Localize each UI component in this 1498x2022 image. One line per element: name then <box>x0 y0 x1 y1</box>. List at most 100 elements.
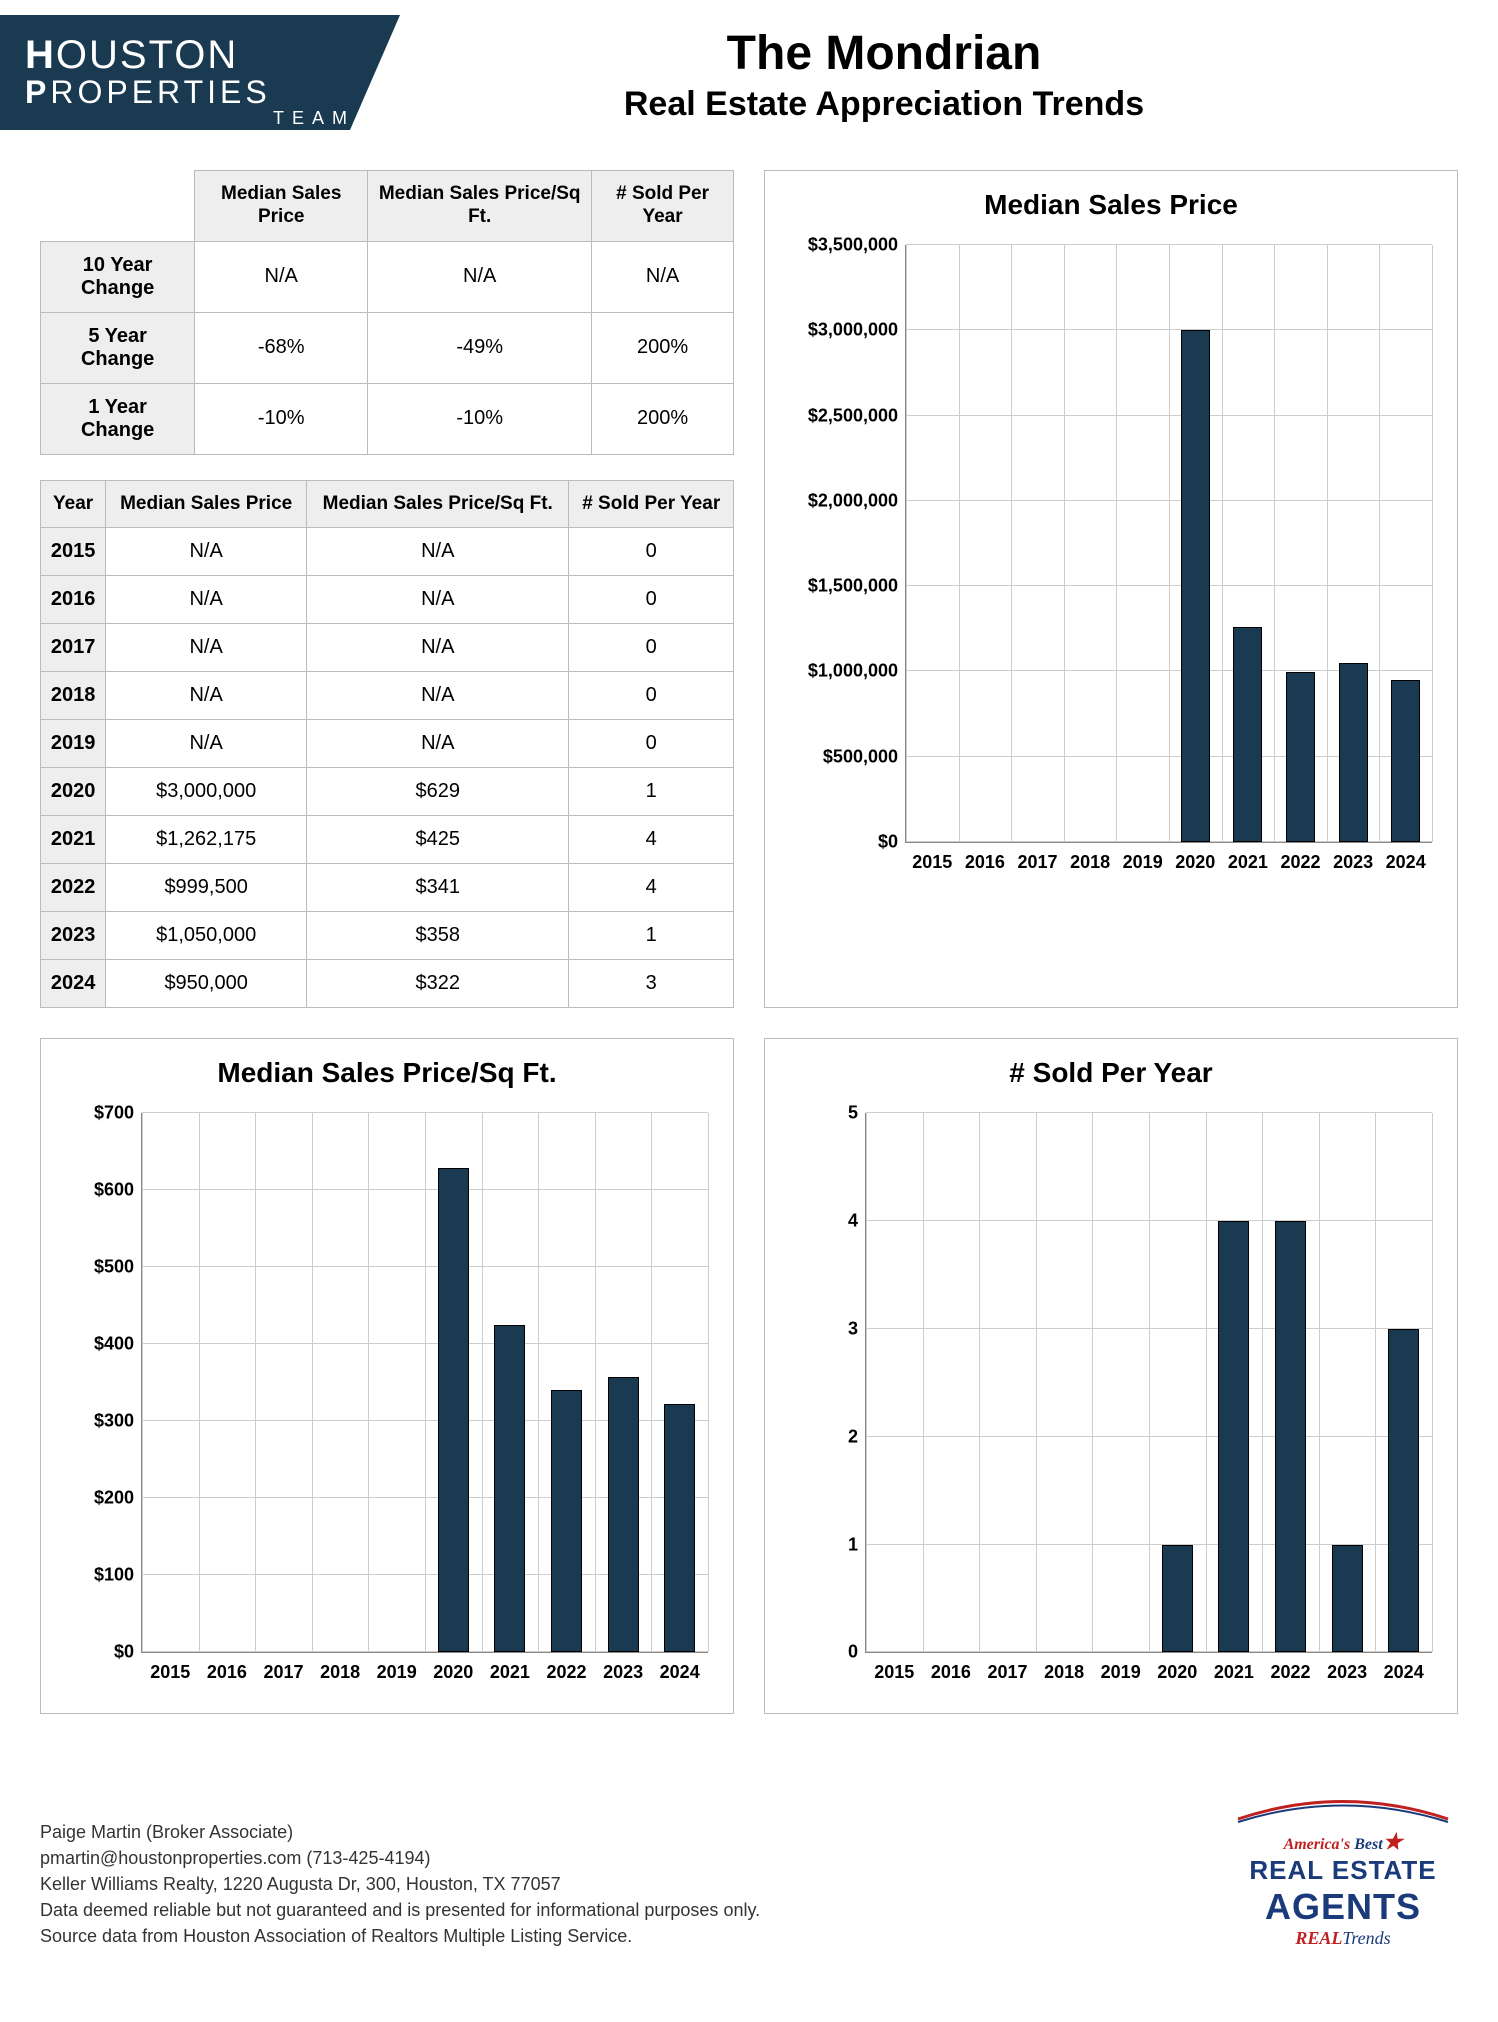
table-cell: 0 <box>569 624 734 672</box>
table-cell: N/A <box>307 576 569 624</box>
table-row: 2017N/AN/A0 <box>41 624 734 672</box>
footer-line: Data deemed reliable but not guaranteed … <box>40 1897 760 1923</box>
footer-text: Paige Martin (Broker Associate)pmartin@h… <box>40 1819 760 1949</box>
y-axis-label: 3 <box>848 1319 866 1340</box>
x-axis-label: 2018 <box>320 1652 360 1683</box>
x-axis-label: 2015 <box>874 1652 914 1683</box>
chart-bar <box>1286 672 1315 842</box>
x-axis-label: 2017 <box>1017 842 1057 873</box>
y-axis-label: 5 <box>848 1103 866 1124</box>
detail-table: YearMedian Sales PriceMedian Sales Price… <box>40 480 734 1009</box>
table-cell: $425 <box>307 816 569 864</box>
summary-table: Median Sales PriceMedian Sales Price/Sq … <box>40 170 734 455</box>
x-axis-label: 2016 <box>965 842 1005 873</box>
y-axis-label: 2 <box>848 1426 866 1447</box>
table-cell: N/A <box>106 624 307 672</box>
x-axis-label: 2023 <box>603 1652 643 1683</box>
table-cell: N/A <box>106 672 307 720</box>
x-axis-label: 2016 <box>207 1652 247 1683</box>
row-label: 2016 <box>41 576 106 624</box>
table-cell: $341 <box>307 864 569 912</box>
table-cell: $950,000 <box>106 960 307 1008</box>
row-label: 2017 <box>41 624 106 672</box>
x-axis-label: 2021 <box>490 1652 530 1683</box>
table-row: 5 Year Change-68%-49%200% <box>41 312 734 383</box>
x-axis-label: 2019 <box>1123 842 1163 873</box>
x-axis-label: 2018 <box>1070 842 1110 873</box>
x-axis-label: 2018 <box>1044 1652 1084 1683</box>
y-axis-label: $2,500,000 <box>808 405 906 426</box>
y-axis-label: $3,000,000 <box>808 320 906 341</box>
chart-bar <box>1339 663 1368 842</box>
table-header: Year <box>41 480 106 528</box>
logo-team: TEAM <box>273 108 355 129</box>
logo-roperties: ROPERTIES <box>50 74 270 110</box>
table-cell: $1,050,000 <box>106 912 307 960</box>
logo: HOUSTON PROPERTIES TEAM <box>0 15 370 135</box>
table-cell: N/A <box>307 624 569 672</box>
y-axis-label: $400 <box>94 1334 142 1355</box>
table-header: Median Sales Price/Sq Ft. <box>368 171 592 242</box>
y-axis-label: $700 <box>94 1103 142 1124</box>
footer-line: pmartin@houstonproperties.com (713-425-4… <box>40 1845 760 1871</box>
chart-sold-per-year: # Sold Per Year 012345201520162017201820… <box>764 1038 1458 1714</box>
chart-title: Median Sales Price <box>775 189 1447 221</box>
chart-bar <box>1388 1329 1419 1652</box>
x-axis-label: 2016 <box>931 1652 971 1683</box>
badge-realestate: REAL ESTATE <box>1228 1855 1458 1886</box>
table-cell: 4 <box>569 816 734 864</box>
y-axis-label: $200 <box>94 1488 142 1509</box>
header: HOUSTON PROPERTIES TEAM The Mondrian Rea… <box>0 0 1498 150</box>
footer-badge: America's Best★ REAL ESTATE AGENTS REALT… <box>1228 1794 1458 1949</box>
table-cell: $999,500 <box>106 864 307 912</box>
table-row: 1 Year Change-10%-10%200% <box>41 383 734 454</box>
table-row: 2021$1,262,175$4254 <box>41 816 734 864</box>
table-row: 2020$3,000,000$6291 <box>41 768 734 816</box>
table-cell: N/A <box>307 720 569 768</box>
table-header: Median Sales Price/Sq Ft. <box>307 480 569 528</box>
y-axis-label: $0 <box>114 1642 142 1663</box>
row-label: 10 Year Change <box>41 241 195 312</box>
table-cell: -68% <box>195 312 368 383</box>
logo-h: H <box>25 33 56 77</box>
y-axis-label: $600 <box>94 1180 142 1201</box>
x-axis-label: 2020 <box>1175 842 1215 873</box>
footer-line: Paige Martin (Broker Associate) <box>40 1819 760 1845</box>
table-header-blank <box>41 171 195 242</box>
y-axis-label: $1,000,000 <box>808 661 906 682</box>
y-axis-label: $1,500,000 <box>808 576 906 597</box>
footer: Paige Martin (Broker Associate)pmartin@h… <box>0 1764 1498 1989</box>
row-label: 2019 <box>41 720 106 768</box>
x-axis-label: 2017 <box>263 1652 303 1683</box>
y-axis-label: $300 <box>94 1411 142 1432</box>
star-icon: ★ <box>1383 1829 1403 1854</box>
footer-line: Keller Williams Realty, 1220 Augusta Dr,… <box>40 1871 760 1897</box>
badge-agents: AGENTS <box>1228 1886 1458 1928</box>
table-cell: 0 <box>569 528 734 576</box>
row-label: 2020 <box>41 768 106 816</box>
y-axis-label: $100 <box>94 1565 142 1586</box>
row-label: 2018 <box>41 672 106 720</box>
table-row: 2015N/AN/A0 <box>41 528 734 576</box>
table-cell: 200% <box>592 312 734 383</box>
row-label: 2024 <box>41 960 106 1008</box>
logo-p: P <box>25 74 50 110</box>
chart-bar <box>551 1390 582 1653</box>
table-cell: 1 <box>569 912 734 960</box>
chart-bar <box>1332 1545 1363 1653</box>
chart-price-sqft: Median Sales Price/Sq Ft. $0$100$200$300… <box>40 1038 734 1714</box>
table-cell: 4 <box>569 864 734 912</box>
table-cell: N/A <box>307 672 569 720</box>
table-header: # Sold Per Year <box>569 480 734 528</box>
x-axis-label: 2024 <box>660 1652 700 1683</box>
y-axis-label: $2,000,000 <box>808 490 906 511</box>
y-axis-label: $3,500,000 <box>808 235 906 256</box>
table-cell: N/A <box>106 576 307 624</box>
chart-bar <box>1218 1221 1249 1652</box>
row-label: 5 Year Change <box>41 312 195 383</box>
x-axis-label: 2022 <box>1280 842 1320 873</box>
table-cell: $358 <box>307 912 569 960</box>
table-cell: N/A <box>106 720 307 768</box>
x-axis-label: 2020 <box>433 1652 473 1683</box>
footer-line: Source data from Houston Association of … <box>40 1923 760 1949</box>
